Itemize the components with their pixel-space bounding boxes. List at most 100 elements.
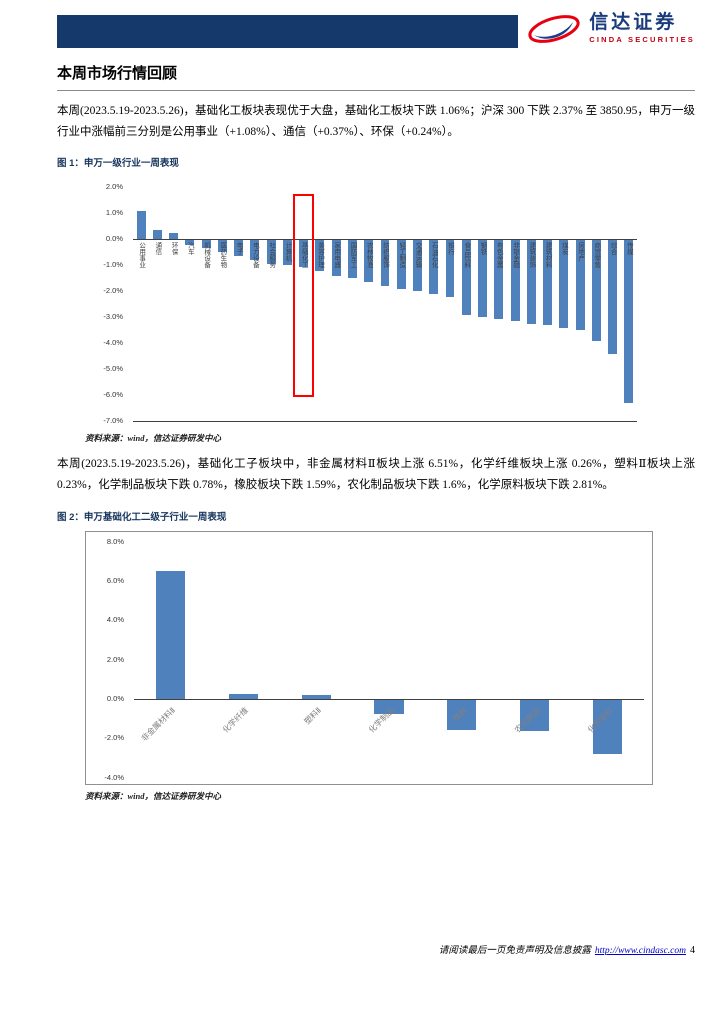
bar	[282, 239, 292, 266]
x-axis-label: 橡胶	[451, 705, 469, 724]
x-axis-zero-line	[133, 239, 637, 241]
report-content: 本周市场行情回顾 本周(2023.5.19-2023.5.26)，基础化工板块表…	[57, 0, 695, 802]
figure1-source-note: 资料来源：wind，信达证券研发中心	[85, 433, 222, 444]
bar	[624, 239, 634, 404]
x-axis-label: 传媒	[625, 242, 633, 256]
y-tick-label: 0.0%	[105, 234, 123, 244]
x-axis-label: 商贸零售	[592, 242, 600, 269]
figure1-caption: 图 1：申万一级行业一周表现	[57, 158, 179, 170]
bar	[526, 239, 536, 324]
bar	[348, 239, 357, 279]
x-axis-label: 石油石化	[430, 242, 438, 269]
logo-swoosh	[534, 22, 574, 39]
cinda-logo-icon	[526, 11, 582, 47]
bar	[185, 239, 195, 245]
y-tick-label: -2.0%	[103, 286, 123, 296]
fig2-subsector-weekly-bar-chart: 8.0% 6.0% 4.0% 2.0% 0.0% -2.0% -4.0% 非金属材料Ⅱ 化学纤维…	[85, 530, 653, 785]
y-tick-label: -4.0%	[103, 338, 123, 348]
y-tick-label: -4.0%	[104, 772, 124, 782]
x-axis-label: 非银金融	[511, 242, 519, 269]
bar	[413, 239, 422, 292]
bar	[447, 699, 477, 731]
x-axis-label: 电子	[235, 242, 243, 256]
page-number: 4	[690, 945, 695, 956]
x-axis-label: 公用事业	[137, 242, 145, 269]
x-axis-label: 通信	[153, 242, 161, 256]
x-axis-label: 银行	[446, 242, 454, 256]
chart-bottom-line	[133, 421, 637, 423]
bar	[461, 239, 471, 315]
bar	[575, 239, 585, 331]
section-title: 本周市场行情回顾	[57, 65, 178, 82]
x-axis-label: 美容护理	[316, 242, 324, 269]
cindasc-link[interactable]: http://www.cindasc.com	[594, 946, 686, 956]
y-tick-label: 8.0%	[106, 536, 124, 546]
x-axis-label: 汽车	[186, 242, 194, 256]
x-axis-label: 基础化工	[300, 242, 308, 269]
x-axis-zero-line	[134, 699, 644, 701]
x-axis-label: 煤炭	[560, 242, 568, 256]
x-axis-label: 医药生物	[218, 242, 226, 269]
bar	[380, 239, 390, 287]
y-tick-label: 0.0%	[106, 694, 124, 704]
paragraph-market-review: 本周(2023.5.19-2023.5.26)，基础化工板块表现优于大盘，基础化…	[57, 105, 695, 138]
y-tick-label: -1.0%	[103, 260, 123, 270]
y-tick-label: 2.0%	[105, 182, 123, 192]
bar	[228, 693, 258, 700]
figure1: 2.0% 1.0% 0.0% -1.0% -2.0% -3.0% -4.0% -5.0% -6.…	[85, 177, 695, 427]
x-axis-label: 塑料Ⅱ	[302, 705, 324, 727]
x-axis-label: 计算机	[283, 242, 291, 262]
bar	[301, 694, 331, 700]
x-axis-label: 房地产	[576, 242, 584, 262]
header-bar	[57, 15, 518, 48]
bar	[315, 239, 325, 271]
highlight-box	[293, 193, 315, 397]
brand-name-cn: 信达证券	[589, 12, 678, 34]
bar	[520, 699, 550, 731]
bar	[169, 233, 179, 240]
x-axis-label: 国防军工	[348, 242, 356, 269]
bar	[478, 239, 487, 318]
bar	[201, 239, 211, 249]
bar	[543, 239, 553, 326]
x-axis-label: 电力设备	[251, 242, 259, 269]
x-axis-label: 轻工制造	[397, 242, 405, 269]
y-tick-label: -7.0%	[103, 416, 123, 426]
bar	[250, 239, 260, 261]
bar	[608, 239, 618, 354]
bar	[331, 239, 341, 276]
y-tick-label: 2.0%	[106, 654, 124, 664]
x-axis-label: 化学制品	[367, 705, 397, 735]
x-axis-label: 有色金属	[495, 242, 503, 269]
x-axis-label: 食品饮料	[462, 242, 470, 269]
x-axis-label: 化学纤维	[221, 705, 251, 735]
bar	[429, 239, 439, 294]
x-axis-label: 环保	[170, 242, 178, 256]
brand-texts: 信达证券 CINDA SECURITIES	[589, 12, 695, 45]
fig1-industry-weekly-bar-chart: 2.0% 1.0% 0.0% -1.0% -2.0% -3.0% -4.0% -5.0% -6.…	[85, 177, 645, 427]
x-axis-label: 家用电器	[332, 242, 340, 269]
x-axis-label: 建筑装饰	[527, 242, 535, 269]
bar	[266, 239, 276, 265]
y-tick-label: -3.0%	[103, 312, 123, 322]
page-footer: 请阅读最后一页免责声明及信息披露 http://www.cindasc.com …	[57, 942, 695, 956]
bar	[136, 211, 146, 240]
bar	[396, 239, 406, 289]
y-tick-label: -2.0%	[104, 733, 124, 743]
bar	[593, 699, 623, 755]
bar	[217, 239, 227, 253]
brand-name-en: CINDA SECURITIES	[589, 35, 695, 45]
y-tick-label: 1.0%	[105, 208, 123, 218]
bar	[559, 239, 569, 328]
bar	[364, 239, 374, 283]
cinda-logo-block: 信达证券 CINDA SECURITIES	[526, 11, 695, 47]
y-tick-label: -6.0%	[103, 390, 123, 400]
x-axis-label: 纺织服饰	[381, 242, 389, 269]
y-tick-label: -5.0%	[103, 364, 123, 374]
x-axis-label: 机械设备	[202, 242, 210, 269]
x-axis-label: 农林牧渔	[365, 242, 373, 269]
bar	[510, 239, 520, 322]
x-axis-label: 建筑材料	[544, 242, 552, 269]
disclaimer-text: 请阅读最后一页免责声明及信息披露	[438, 946, 591, 956]
